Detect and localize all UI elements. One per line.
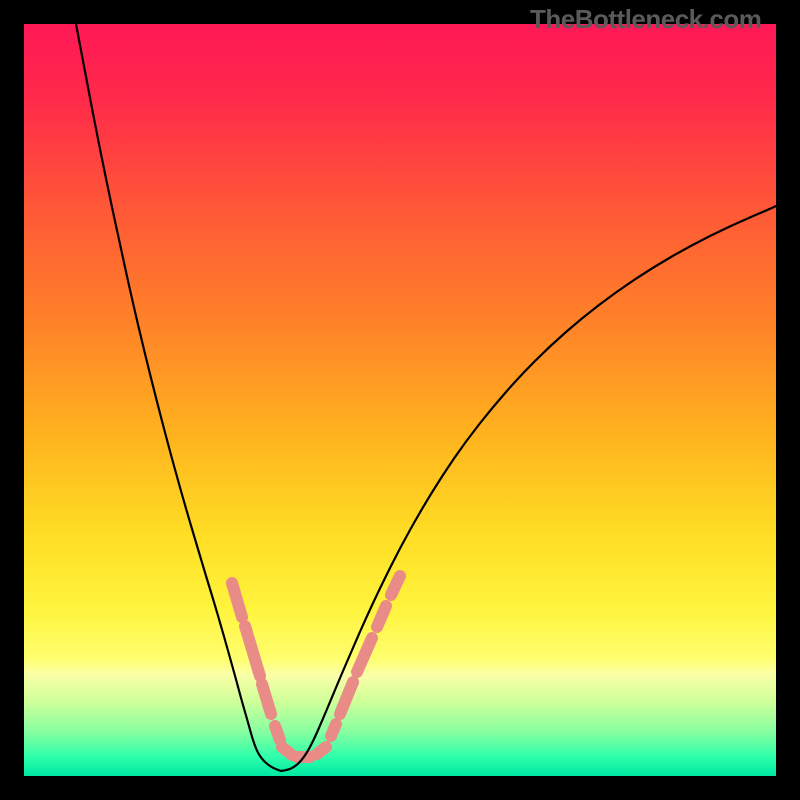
highlight-bead [331,724,336,736]
highlight-bead [275,726,280,740]
watermark-text: TheBottleneck.com [530,4,761,35]
highlight-bead [232,583,242,617]
highlight-bead [282,747,292,755]
highlight-bead [357,638,372,672]
highlight-bead [377,606,386,627]
highlight-bead [245,626,260,676]
highlight-bead [391,576,400,595]
highlight-bead [262,684,271,714]
chart-svg [24,24,776,776]
plot-area [24,24,776,776]
highlight-bead [340,682,353,714]
highlight-bead [317,747,326,754]
